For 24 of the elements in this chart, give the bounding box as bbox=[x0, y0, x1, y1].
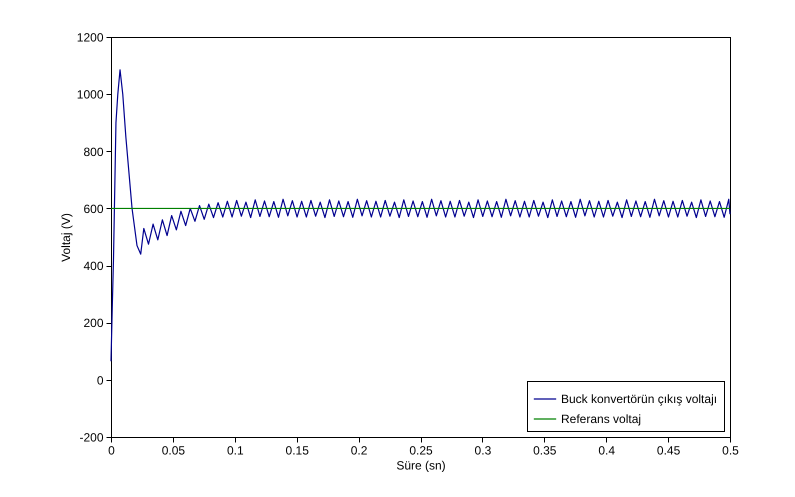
x-tick-label: 0.45 bbox=[656, 444, 681, 458]
y-tick-label: 0 bbox=[96, 373, 104, 388]
legend-label: Buck konvertörün çıkış voltajı bbox=[561, 392, 718, 406]
line-series bbox=[110, 69, 731, 362]
x-tick-label: 0.25 bbox=[409, 444, 433, 458]
x-tick-label: 0.35 bbox=[533, 444, 557, 458]
x-tick-label: 0.5 bbox=[722, 444, 740, 458]
y-tick-label: 1000 bbox=[76, 88, 104, 102]
x-tick-label: 0.15 bbox=[286, 444, 310, 458]
x-tick-label: 0 bbox=[108, 444, 116, 458]
legend-label: Referans voltaj bbox=[561, 412, 642, 426]
x-tick-label: 0.1 bbox=[226, 444, 244, 458]
y-tick-label: 1200 bbox=[76, 30, 104, 44]
x-tick-label: 0.05 bbox=[162, 444, 186, 458]
x-axis-title: Süre (sn) bbox=[396, 458, 446, 472]
x-tick-label: 0.4 bbox=[598, 444, 616, 458]
y-tick-label: 600 bbox=[83, 202, 104, 216]
y-tick-label: 400 bbox=[83, 259, 104, 274]
y-tick-label: 800 bbox=[83, 144, 104, 159]
y-axis-title: Voltaj (V) bbox=[58, 213, 73, 262]
x-tick-label: 0.2 bbox=[350, 444, 368, 458]
y-tick-label: 200 bbox=[83, 316, 104, 330]
x-tick-label: 0.3 bbox=[474, 444, 492, 458]
y-tick-label: -200 bbox=[79, 430, 104, 444]
